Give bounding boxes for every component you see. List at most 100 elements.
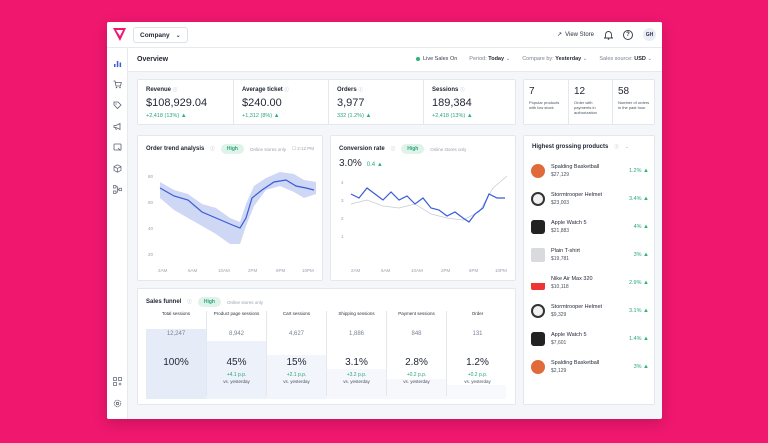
basketball-icon (531, 360, 545, 374)
order-trend-chart[interactable]: 80 60 40 20 2AM 6AM 10AM 2PM 6PM 10PM (144, 164, 320, 278)
view-store-link[interactable]: ↗ View Store (557, 31, 594, 39)
funnel-step-count: 4,627 (288, 331, 304, 337)
product-info: Apple Watch 5 $7,601 (551, 332, 587, 346)
metrics-card: Revenue ⓘ $108,929.04 +2,418 (13%) ▲ Ave… (137, 79, 516, 125)
metric-change: +1,312 (8%) ▲ (242, 113, 280, 119)
period-filter[interactable]: Period: Today ⌄ (469, 56, 510, 62)
sidebar-item-dashboard[interactable] (112, 58, 123, 69)
x-tick-label: 2PM (441, 268, 451, 273)
metric-orders[interactable]: Orders ⓘ 3,977 332 (1.2%) ▲ (328, 80, 422, 124)
compare-filter[interactable]: Compare by: Yesterday ⌄ (522, 56, 587, 62)
compare-label: Compare by: (522, 56, 554, 62)
arrow-up-icon: ▲ (643, 224, 649, 230)
list-item[interactable]: Spalding Basketball $2,129 3% ▲ (531, 356, 649, 378)
funnel-step[interactable]: Total sessions 12,247 100% (146, 311, 206, 396)
sidebar-item-marketing[interactable] (112, 121, 123, 132)
sidebar-item-apps[interactable] (112, 376, 123, 387)
alert-orders-hour[interactable]: 58 Number of orders in the past hour (612, 80, 656, 124)
product-growth: 3% ▲ (633, 364, 649, 370)
metric-value: 189,384 (432, 97, 472, 109)
watch-icon (531, 332, 545, 346)
product-name: Plain T-shirt (551, 248, 580, 254)
product-name: Spalding Basketball (551, 164, 600, 170)
brand-logo-icon[interactable] (113, 28, 126, 41)
conversion-chart[interactable]: 4 3 2 1 2AM 6AM 10AM 2PM 6PM 10PM (337, 174, 513, 278)
time-label[interactable]: ☐ 2:12 PM (292, 146, 315, 151)
sidebar-item-store[interactable] (112, 142, 123, 153)
product-name: Stormtrooper Helmet (551, 304, 603, 310)
product-price: $7,601 (551, 340, 567, 346)
y-tick-label: 3 (341, 198, 344, 203)
sidebar-item-inventory[interactable] (112, 163, 123, 174)
funnel-step[interactable]: Payment sessions 848 2.8% +0.2 p.p. vs. … (386, 311, 446, 396)
list-item[interactable]: Nike Air Max 320 $10,118 2.9% ▲ (531, 272, 649, 294)
funnel-step-delta: +0.2 p.p. (467, 372, 488, 378)
product-name: Apple Watch 5 (551, 220, 587, 226)
funnel-step[interactable]: Product page sessions 8,942 45% +4.1 p.p… (206, 311, 266, 396)
x-tick-label: 10PM (495, 268, 507, 273)
funnel-step-delta: +2.1 p.p. (286, 372, 307, 378)
list-item[interactable]: Apple Watch 5 $21,883 4% ▲ (531, 216, 649, 238)
live-sales-label: Live Sales On (423, 56, 458, 62)
bell-icon[interactable] (604, 30, 613, 40)
sidebar-item-settings[interactable] (112, 398, 123, 409)
sidebar-item-integrations[interactable] (112, 184, 123, 195)
sidebar-item-products[interactable] (112, 100, 123, 111)
metric-label: Orders ⓘ (337, 87, 363, 93)
order-trend-title: Order trend analysis (146, 146, 205, 152)
product-growth: 3% ▲ (633, 252, 649, 258)
bar-chart-icon (114, 61, 122, 67)
helmet-icon (531, 192, 545, 206)
product-price: $21,883 (551, 228, 570, 234)
product-growth: 3.4% ▲ (628, 196, 649, 202)
metric-change: 332 (1.2%) ▲ (337, 113, 372, 119)
alert-payments[interactable]: 12 Order with payments in authorization (568, 80, 612, 124)
info-icon: ⓘ (358, 87, 363, 92)
live-sales-toggle[interactable]: Live Sales On (416, 56, 457, 62)
funnel-step-count: 131 (472, 331, 483, 337)
metric-revenue[interactable]: Revenue ⓘ $108,929.04 +2,418 (13%) ▲ (138, 80, 232, 124)
chevron-down-icon[interactable]: ⌄ (624, 144, 629, 149)
arrow-up-icon: ▲ (643, 364, 649, 370)
metric-average-ticket[interactable]: Average ticket ⓘ $240.00 +1,312 (8%) ▲ (233, 80, 327, 124)
apps-grid-icon (113, 377, 122, 386)
sidebar-item-orders[interactable] (112, 79, 123, 90)
info-icon: ⓘ (390, 146, 396, 151)
list-item[interactable]: Stormtrooper Helmet $9,329 3.1% ▲ (531, 300, 649, 322)
y-tick-label: 1 (341, 234, 344, 239)
list-item[interactable]: Spalding Basketball $27,129 1.2% ▲ (531, 160, 649, 182)
funnel-step[interactable]: Cart sessions 4,627 15% +2.1 p.p. vs. ye… (266, 311, 326, 396)
product-name: Spalding Basketball (551, 360, 600, 366)
megaphone-icon (113, 122, 121, 131)
list-item[interactable]: Stormtrooper Helmet $23,003 3.4% ▲ (531, 188, 649, 210)
metric-change: +2,418 (13%) ▲ (432, 113, 473, 119)
overview-filters: Live Sales On Period: Today ⌄ Compare by… (416, 56, 652, 62)
status-badge: High (401, 144, 425, 154)
source-filter[interactable]: Sales source: USD ⌄ (599, 56, 652, 62)
avatar[interactable]: GH (643, 28, 656, 41)
help-icon[interactable]: ? (623, 29, 633, 40)
list-item[interactable]: Plain T-shirt $19,781 3% ▲ (531, 244, 649, 266)
x-tick-label: 6AM (381, 268, 391, 273)
product-price: $2,129 (551, 368, 567, 374)
info-icon: ⓘ (460, 87, 465, 92)
metric-change: +2,418 (13%) ▲ (146, 113, 187, 119)
x-tick-label: 6PM (276, 268, 286, 273)
flow-icon (113, 185, 122, 194)
order-trend-card: Order trend analysis ⓘ High Online store… (137, 135, 323, 281)
product-price: $10,118 (551, 284, 569, 290)
comparison-line (350, 175, 508, 221)
list-item[interactable]: Apple Watch 5 $7,601 1.4% ▲ (531, 328, 649, 350)
funnel-step-percent: 1.2% (466, 357, 489, 368)
metric-sessions[interactable]: Sessions ⓘ 189,384 +2,418 (13%) ▲ (423, 80, 517, 124)
funnel-step[interactable]: Order 131 1.2% +0.2 p.p. vs. yesterday (446, 311, 508, 396)
alert-low-stock[interactable]: 7 Popular products with low stock (524, 80, 568, 124)
arrow-up-icon: ▲ (643, 280, 649, 286)
source-value: USD (634, 56, 646, 62)
product-growth: 1.4% ▲ (628, 336, 649, 342)
product-info: Nike Air Max 320 $10,118 (551, 276, 593, 290)
funnel-step-header: Shipping sessions (338, 311, 375, 316)
company-selector[interactable]: Company ⌄ (133, 27, 188, 43)
sidebar (107, 48, 128, 419)
funnel-step[interactable]: Shipping sessions 1,886 3.1% +3.2 p.p. v… (326, 311, 386, 396)
